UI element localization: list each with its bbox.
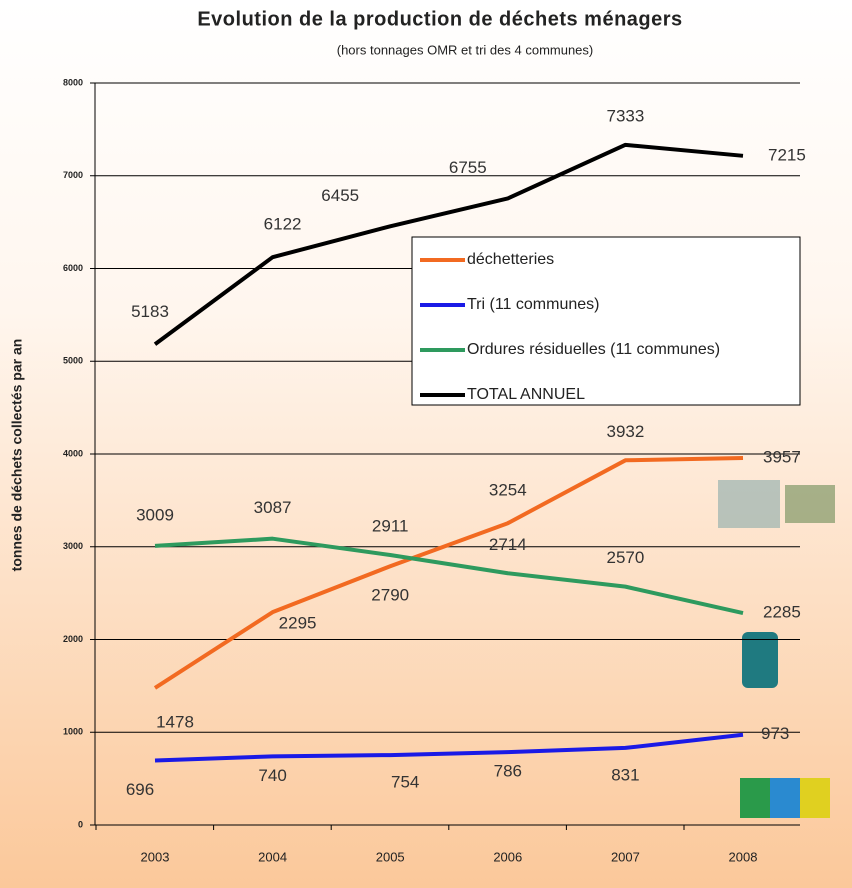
legend-label: TOTAL ANNUEL (467, 386, 585, 403)
data-label: 3957 (763, 447, 801, 466)
icon (800, 778, 830, 818)
data-label: 6755 (449, 158, 487, 177)
y-tick-label: 2000 (63, 634, 83, 644)
data-label: 3009 (136, 505, 174, 524)
data-label: 973 (761, 724, 789, 743)
legend: déchetteries Tri (11 communes) Ordures rés… (411, 236, 801, 406)
y-axis-label: tonnes de déchets collectés par an (9, 339, 25, 572)
data-label: 2295 (279, 614, 317, 633)
data-label: 1478 (156, 712, 194, 731)
y-tick-label: 7000 (63, 170, 83, 180)
x-tick-label: 2008 (729, 849, 758, 864)
data-label: 5183 (131, 302, 169, 321)
y-tick-label: 0 (78, 819, 83, 829)
icon (785, 485, 835, 523)
chart-title: Evolution de la production de déchets mé… (197, 8, 682, 30)
data-label: 2790 (371, 586, 409, 605)
x-tick-label: 2007 (611, 849, 640, 864)
y-tick-label: 4000 (63, 448, 83, 458)
legend-label: Ordures résiduelles (11 communes) (467, 341, 720, 358)
legend-box (411, 236, 801, 406)
data-label: 2570 (606, 548, 644, 567)
data-label: 3087 (254, 498, 292, 517)
legend-label: Tri (11 communes) (467, 296, 599, 313)
series-line (154, 732, 744, 763)
data-label: 7215 (768, 145, 806, 164)
y-tick-label: 6000 (63, 263, 83, 273)
icon (742, 632, 778, 688)
data-label: 754 (391, 773, 419, 792)
y-tick-label: 3000 (63, 541, 83, 551)
data-label: 3254 (489, 481, 527, 500)
data-label: 2714 (489, 535, 527, 554)
data-label: 2911 (372, 516, 409, 535)
series-line (153, 142, 744, 346)
icon (718, 480, 780, 528)
y-tick-label: 1000 (63, 727, 83, 737)
x-tick-label: 2005 (376, 849, 405, 864)
y-tick-label: 8000 (63, 77, 83, 87)
x-tick-label: 2006 (493, 849, 522, 864)
data-label: 696 (126, 780, 154, 799)
icon (740, 778, 770, 818)
data-label: 6122 (264, 215, 302, 234)
y-tick-label: 5000 (63, 356, 83, 366)
legend-label: déchetteries (467, 251, 554, 268)
data-label: 2285 (763, 603, 801, 622)
data-label: 7333 (606, 106, 644, 125)
icon (770, 778, 800, 818)
x-tick-label: 2003 (141, 849, 170, 864)
series-line (153, 455, 744, 690)
x-tick-label: 2004 (258, 849, 287, 864)
data-label: 3932 (606, 422, 644, 441)
data-label: 786 (494, 762, 522, 781)
chart-subtitle: (hors tonnages OMR et tri des 4 communes… (337, 42, 594, 57)
data-label: 740 (258, 766, 286, 785)
series-line (154, 536, 744, 616)
data-label: 831 (611, 765, 639, 784)
data-label: 6455 (321, 186, 359, 205)
icons (718, 480, 835, 818)
